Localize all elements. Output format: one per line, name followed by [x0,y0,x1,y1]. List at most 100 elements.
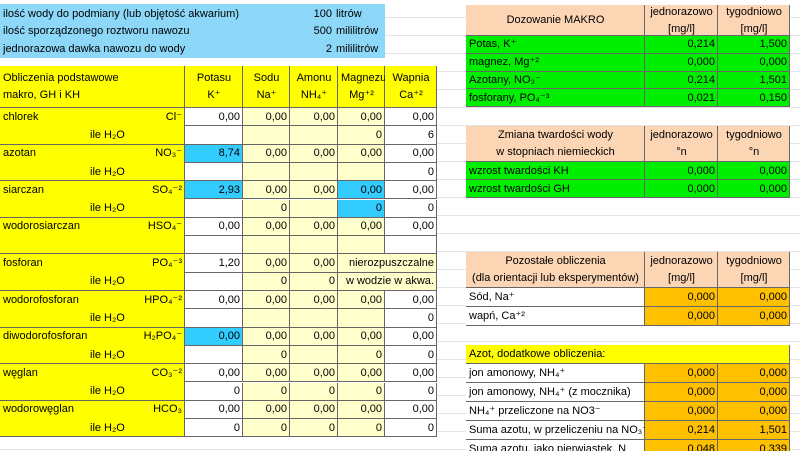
cell-text: 0,00 [412,110,434,123]
value-cell: 0,000 [718,53,790,72]
compound-label-area [0,364,185,401]
cell-text: 0,00 [313,147,335,160]
cell-text: 0,00 [360,110,382,123]
cell-text: 0,339 [759,443,787,451]
cell-text: 0,00 [412,366,434,379]
value-cell: 0,150 [718,89,790,108]
water-cell: 0 [290,419,338,438]
value-cell: 0,000 [645,364,718,383]
cell-text: 0,00 [265,183,287,196]
value-cell: 0,00 [185,327,243,346]
water-label: ile H₂O [0,419,185,437]
compound-name: wodorosiarczan [0,218,120,236]
setting-label: ilość sporządzonego roztworu nawozu [0,23,300,41]
value-cell: 0,00 [338,327,385,346]
row-label: NH₄⁺ przeliczone na NO3⁻ [466,402,645,421]
water-label [0,236,185,254]
cell-text: 0,00 [218,110,240,123]
cell-text: chlorek [3,110,39,123]
cell-text: 0 [375,421,382,434]
cell-text: 0 [375,385,382,398]
cell-text: 0,00 [265,147,287,160]
value-cell: 0,00 [243,181,290,200]
settings-block [0,4,385,58]
cell-text: 0 [375,348,382,361]
value-cell: 0,214 [645,36,718,54]
cell-text: 0,000 [759,56,787,69]
compound-label-area [0,108,185,145]
cell-text: 0 [233,385,240,398]
compound-formula: HSO₄⁻ [120,218,185,236]
cell-text: Potasu [196,72,232,84]
cell-text: Azot, dodatkowe obliczenia: [469,348,606,360]
cell-text: mililitrów [336,42,379,55]
value-cell: 0,00 [338,108,385,127]
cell-text: makro, GH i KH [3,89,81,101]
water-cell: 0 [243,419,290,438]
value-cell: 0,00 [290,181,338,200]
water-cell [290,345,338,365]
water-cell: 0 [385,162,437,182]
value-cell: 1,501 [718,71,790,90]
cell-text: 0,021 [687,91,715,104]
cell-text: wapń, Ca⁺² [469,310,525,322]
compound-label-area [0,144,185,182]
value-cell: 0,00 [385,364,437,383]
cell-text: 0,00 [412,147,434,160]
value-cell: 0,00 [385,400,437,420]
water-cell: 0 [385,309,437,328]
water-label: ile H₂O [0,309,185,327]
water-cell: 6 [385,126,437,145]
cell-text: 0 [280,348,287,361]
compound-formula: NO₃⁻ [120,145,185,163]
cell-text: K⁺ [207,89,221,101]
setting-value: 500 [280,23,335,41]
compound-label-area [0,327,185,365]
cell-text: 0,000 [687,367,715,379]
cell-text: 0,000 [687,182,715,195]
water-cell [290,199,338,218]
table-header: Dozowanie MAKRO [466,5,645,36]
cell-text: 0,000 [687,405,715,417]
value-cell: 0,00 [290,254,338,273]
column-header: jednorazowo [mg/l] [645,252,718,288]
value-cell: 0,00 [385,291,437,310]
value-cell: 0,00 [243,327,290,346]
compound-formula: SO₄⁻² [120,181,185,199]
cell-text: 0,000 [759,367,787,379]
column-header: tygodniowo [mg/l] [718,252,790,288]
water-cell: 0 [385,382,437,401]
cell-text: 2 [325,42,332,55]
cell-text: 0,00 [313,293,335,306]
water-label: ile H₂O [0,346,185,364]
compound-formula: Cl⁻ [120,108,185,126]
value-cell: 0,00 [385,217,437,237]
cell-text: 0,000 [759,291,787,303]
column-header: Potasu K⁺ [185,66,243,108]
cell-text: 0,00 [313,330,335,343]
compound-formula: CO₃⁻² [120,364,185,382]
compound-name: diwodorofosforan [0,328,120,346]
cell-text: węglan [3,366,38,379]
cell-text: 0 [328,275,335,288]
cell-text: 0,00 [218,220,240,233]
cell-text: 0,00 [412,293,434,306]
cell-text: 0 [427,385,434,398]
value-cell: 0,00 [243,364,290,383]
value-cell: 0,000 [718,402,790,421]
cell-text: fosforany, PO₄⁻³ [469,91,550,104]
compound-formula: H₂PO₄⁻ [120,328,185,346]
water-cell: 0 [385,345,437,365]
cell-text: wzrost twardości KH [469,164,569,177]
column-header: Wapnia Ca⁺² [385,66,437,108]
cell-text: wodorowęglan [3,403,74,416]
cell-text: 8,74 [218,147,240,160]
water-cell: 0 [243,345,290,365]
water-cell: 0 [338,199,385,218]
value-cell: 0,000 [645,53,718,72]
cell-text: 0,000 [687,56,715,69]
value-cell: 0,00 [185,364,243,383]
compound-name: chlorek [0,108,120,126]
cell-text: siarczan [3,183,44,196]
cell-text: 0,00 [360,366,382,379]
